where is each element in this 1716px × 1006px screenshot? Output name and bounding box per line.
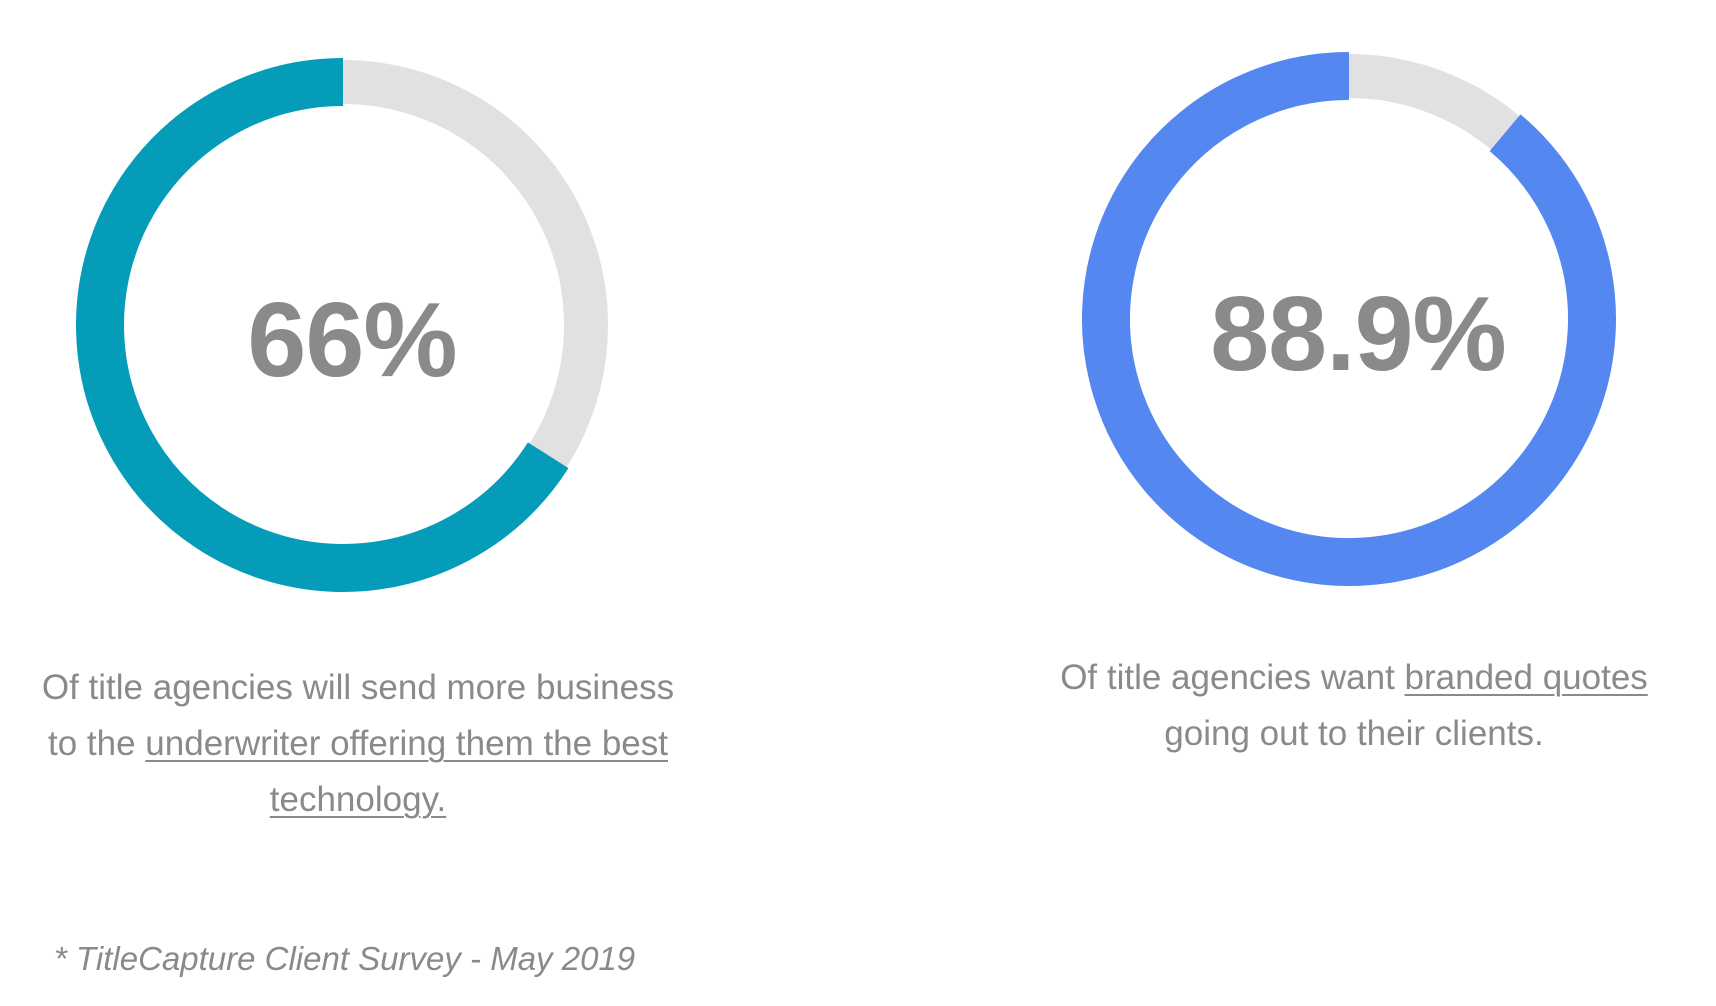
donut-chart-left: 66% [76,58,608,592]
caption-link-left[interactable]: underwriter offering them the best techn… [145,724,668,819]
caption-link-right[interactable]: branded quotes [1404,658,1648,697]
donut-arc-left [76,58,569,592]
caption-text-left: Of title agencies will send more busines… [41,668,675,763]
caption-left: Of title agencies will send more busines… [38,660,678,828]
caption-tail-right: going out to their clients. [1164,714,1544,753]
stat-left: 66% Of title agencies will send more bus… [0,0,860,900]
source-footnote: * TitleCapture Client Survey - May 2019 [54,940,636,977]
donut-arc-right [1082,52,1616,586]
percent-label-left: 66% [247,281,456,399]
donut-chart-right: 88.9% [1082,52,1616,586]
caption-right: Of title agencies want branded quotes go… [1044,650,1664,762]
caption-text-right: Of title agencies want [1060,658,1405,697]
percent-label-right: 88.9% [1210,275,1506,393]
stat-right: 88.9% Of title agencies want branded quo… [1006,0,1716,900]
